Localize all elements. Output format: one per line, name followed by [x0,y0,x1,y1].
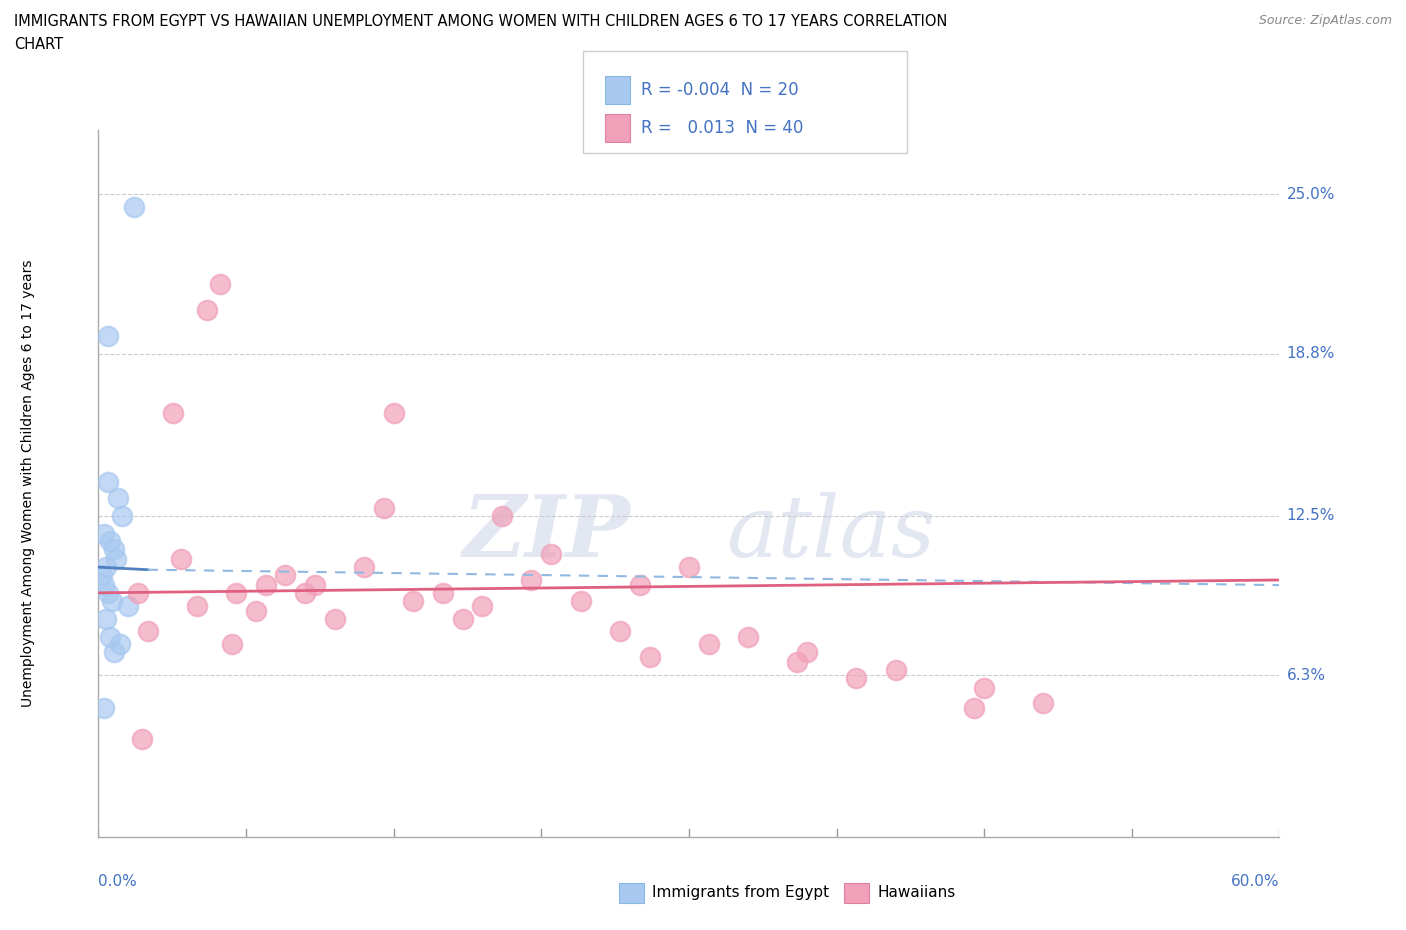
Point [111,509,134,524]
Text: 0.0%: 0.0% [98,874,138,889]
Point [678,560,700,575]
Text: Source: ZipAtlas.com: Source: ZipAtlas.com [1258,14,1392,27]
Text: 6.3%: 6.3% [1286,668,1326,683]
Point [569,593,592,608]
Text: 12.5%: 12.5% [1286,508,1334,524]
Point [382,405,405,420]
Point [98,534,121,549]
Point [97,585,120,600]
Point [98,629,121,644]
Point [845,671,868,685]
Point [170,552,193,567]
Point [491,509,513,524]
Point [122,200,145,215]
Text: atlas: atlas [725,492,935,575]
Point [323,611,346,626]
Point [101,593,124,608]
Point [97,328,120,343]
Point [107,490,129,505]
Point [186,598,208,613]
Point [96,611,118,626]
Point [127,585,149,600]
Point [225,585,247,600]
Point [353,560,375,575]
Point [786,655,808,670]
Point [209,277,232,292]
Point [108,637,131,652]
Text: 18.8%: 18.8% [1286,346,1334,362]
Point [136,624,159,639]
Text: R =   0.013  N = 40: R = 0.013 N = 40 [641,119,803,137]
Text: ZIP: ZIP [464,491,631,575]
Text: IMMIGRANTS FROM EGYPT VS HAWAIIAN UNEMPLOYMENT AMONG WOMEN WITH CHILDREN AGES 6 : IMMIGRANTS FROM EGYPT VS HAWAIIAN UNEMPL… [14,14,948,29]
Point [540,547,562,562]
Point [373,500,395,515]
Point [97,475,120,490]
Text: R = -0.004  N = 20: R = -0.004 N = 20 [641,81,799,99]
Point [93,578,115,592]
Point [254,578,277,592]
Point [91,567,114,582]
Point [294,585,316,600]
Point [304,578,326,592]
Point [432,585,454,600]
Point [103,541,125,556]
Point [221,637,243,652]
Point [402,593,425,608]
Text: 25.0%: 25.0% [1286,187,1334,202]
Point [131,732,153,747]
Point [451,611,474,626]
Point [162,405,184,420]
Point [796,644,818,659]
Point [697,637,720,652]
Point [103,644,125,659]
Point [520,573,543,588]
Point [884,662,907,677]
Point [963,701,986,716]
Point [105,552,128,567]
Text: CHART: CHART [14,37,63,52]
Point [737,629,759,644]
Point [471,598,494,613]
Point [195,302,218,317]
Point [117,598,139,613]
Point [609,624,631,639]
Point [638,650,661,665]
Point [93,701,115,716]
Text: 60.0%: 60.0% [1232,874,1279,889]
Text: Hawaiians: Hawaiians [877,885,956,900]
Point [96,560,118,575]
Point [628,578,651,592]
Point [973,681,995,696]
Point [274,567,297,582]
Point [1032,696,1054,711]
Text: Immigrants from Egypt: Immigrants from Egypt [652,885,830,900]
Text: Unemployment Among Women with Children Ages 6 to 17 years: Unemployment Among Women with Children A… [21,259,35,708]
Point [245,604,267,618]
Point [93,526,115,541]
